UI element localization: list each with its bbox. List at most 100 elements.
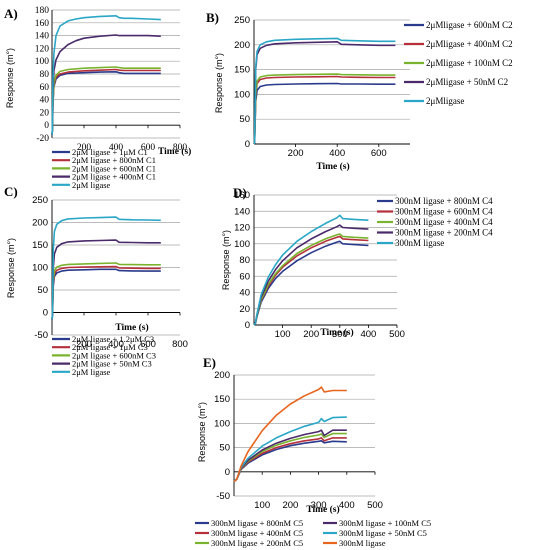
- x-tick-label: 800: [172, 339, 188, 350]
- series-line-4: [51, 34, 161, 135]
- panel-label: B): [206, 10, 219, 25]
- chart-panel-1: -20 0 20 40 60 80 100 120 140 160 180 200 400 600 800 A…: [4, 6, 191, 190]
- series-line-4: [253, 41, 396, 145]
- y-tick-label: 100: [234, 239, 250, 250]
- x-tick-label: 300: [332, 329, 348, 340]
- y-tick-label: 60: [40, 83, 50, 93]
- y-tick-label: 0: [245, 320, 250, 331]
- series-line-5: [253, 37, 396, 145]
- chart-panel-3: -50 0 50 100 150 200 250 200 400 600 800 C) Response…: [4, 184, 188, 377]
- y-tick-label: 200: [214, 370, 230, 381]
- panel-label: D): [233, 185, 247, 200]
- x-tick-label: 200: [288, 148, 304, 159]
- series-line-5: [51, 216, 161, 320]
- legend-entry-2: 300nM ligase + 400nM C5: [211, 528, 303, 538]
- legend-entry-5: 300nM ligase + 50nM C5: [339, 528, 427, 538]
- y-tick-label: 80: [239, 255, 250, 266]
- y-axis-title: Response (m°): [5, 48, 15, 108]
- legend-entry-2: 2μM ligase + 800nM C1: [72, 155, 156, 165]
- y-tick-label: 120: [234, 223, 250, 234]
- legend-entry-3: 2μMligase + 100nM C2: [426, 58, 513, 68]
- y-tick-label: 160: [234, 190, 250, 201]
- y-tick-label: 140: [35, 32, 50, 42]
- legend-entry-4: 2μMligase + 50nM C2: [426, 77, 508, 87]
- y-tick-label: -20: [36, 134, 49, 144]
- x-tick-label: 400: [339, 500, 355, 511]
- legend-entry-4: 300nM ligase + 200nM C4: [395, 228, 493, 238]
- x-tick-label: 100: [275, 329, 291, 340]
- y-tick-label: 150: [32, 240, 48, 251]
- y-tick-label: 20: [239, 304, 250, 315]
- series-line-5: [253, 214, 369, 326]
- y-axis-title: Response (m°): [221, 230, 231, 290]
- legend-entry-1: 2μM ligase + 1μM C1: [72, 147, 148, 157]
- x-tick-label: 100: [254, 500, 270, 511]
- x-axis-title: Time (s): [320, 327, 353, 338]
- y-axis-title: Response (m°): [214, 53, 224, 113]
- y-axis-title: Response (m°): [6, 238, 16, 298]
- y-tick-label: 180: [35, 6, 50, 16]
- x-tick-label: 500: [367, 500, 383, 511]
- y-tick-label: 40: [239, 288, 250, 299]
- y-tick-label: 200: [32, 218, 48, 229]
- x-tick-label: 400: [108, 339, 124, 350]
- y-tick-label: 60: [239, 271, 250, 282]
- legend-entry-4: 2μM ligase + 400nM C1: [72, 172, 156, 182]
- legend: 2μMligase + 600nM C2 2μMligase + 400nM C2…: [404, 20, 513, 106]
- y-tick-label: 100: [214, 418, 230, 429]
- y-tick-label: 50: [37, 285, 48, 296]
- y-tick-label: 150: [234, 65, 250, 76]
- x-tick-label: 800: [173, 143, 188, 153]
- panel-label: E): [203, 355, 216, 370]
- y-tick-label: 20: [40, 108, 50, 118]
- legend-entry-5: 2μM ligase: [72, 367, 111, 377]
- legend-entry-5: 300nM ligase: [395, 238, 444, 248]
- legend-entry-4: 2μM ligase + 50nM C3: [72, 359, 152, 369]
- y-tick-label: 80: [40, 70, 50, 80]
- x-tick-label: 600: [371, 148, 387, 159]
- y-tick-label: 50: [239, 114, 250, 125]
- x-tick-label: 400: [109, 143, 124, 153]
- x-tick-label: 400: [360, 329, 376, 340]
- x-axis-title: Time (s): [306, 504, 339, 515]
- y-tick-label: 100: [32, 263, 48, 274]
- legend-entry-3: 2μM ligase + 600nM C1: [72, 163, 156, 173]
- x-tick-label: 200: [76, 339, 92, 350]
- series-line-4: [51, 239, 161, 320]
- y-tick-label: 0: [43, 308, 48, 319]
- chart-panel-2: 0 50 100 150 200 250 200 400 600 B) Response (m°) T…: [206, 10, 513, 172]
- panel-label: C): [4, 184, 18, 199]
- legend-entry-3: 300nM ligase + 400nM C4: [395, 217, 493, 227]
- y-tick-label: 0: [225, 467, 230, 478]
- legend-entry-6: 300nM ligase: [339, 538, 386, 548]
- y-tick-label: 100: [234, 89, 250, 100]
- legend-entry-5: 2μM ligase: [72, 180, 111, 190]
- x-axis-title: Time (s): [158, 146, 191, 157]
- legend-entry-1: 300nM ligase + 800nM C4: [395, 196, 493, 206]
- x-axis-title: Time (s): [316, 161, 349, 172]
- series-line-6: [233, 386, 347, 483]
- legend-entry-3: 300nM ligase + 200nM C5: [211, 538, 303, 548]
- y-tick-label: 200: [234, 40, 250, 51]
- legend-entry-3: 2μM ligase + 600nM C3: [72, 350, 156, 360]
- legend-entry-1: 2μM ligase + 1.2μM C3: [72, 334, 154, 344]
- series-line-5: [51, 15, 161, 135]
- y-tick-label: 120: [35, 44, 50, 54]
- series-line-1: [51, 268, 161, 320]
- y-tick-label: 100: [35, 57, 50, 67]
- x-tick-label: 300: [311, 500, 327, 511]
- y-tick-label: 50: [219, 443, 230, 454]
- legend-entry-4: 300nM ligase + 100nM C5: [339, 518, 431, 528]
- y-tick-label: -50: [216, 491, 230, 502]
- chart-panel-4: 0 20 40 60 80 100 120 140 160 100 200 300 400 500 D) Re…: [221, 185, 493, 340]
- legend-entry-5: 2μMligase: [426, 96, 464, 106]
- legend-entry-2: 2μM ligase + 1μM C3: [72, 342, 148, 352]
- y-tick-label: 150: [214, 394, 230, 405]
- series-line-2: [51, 265, 161, 320]
- x-tick-label: 200: [77, 143, 92, 153]
